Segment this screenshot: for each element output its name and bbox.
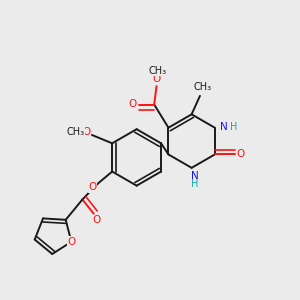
Text: CH₃: CH₃	[67, 127, 85, 137]
Text: N: N	[220, 122, 228, 131]
Text: O: O	[92, 215, 100, 225]
Text: O: O	[88, 182, 97, 192]
Text: CH₃: CH₃	[193, 82, 212, 92]
Text: O: O	[67, 237, 76, 247]
Text: N: N	[191, 171, 199, 181]
Text: CH₃: CH₃	[148, 66, 166, 76]
Text: O: O	[82, 127, 90, 137]
Text: H: H	[230, 122, 237, 131]
Text: O: O	[237, 149, 245, 159]
Text: O: O	[129, 99, 137, 109]
Text: O: O	[152, 74, 161, 84]
Text: H: H	[191, 179, 199, 189]
